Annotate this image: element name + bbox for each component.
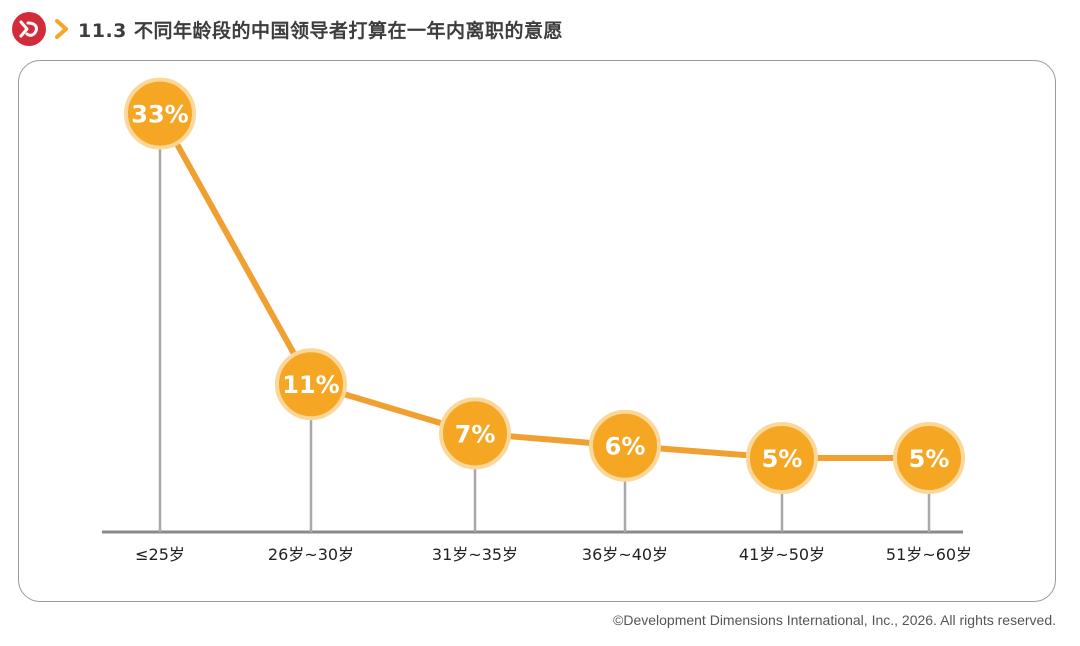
brand-logo-icon — [12, 12, 46, 46]
data-label-5: 5% — [909, 445, 950, 473]
data-point-5 — [893, 422, 965, 494]
data-label-1: 11% — [282, 371, 339, 399]
header: 11.3 不同年龄段的中国领导者打算在一年内离职的意愿 — [12, 10, 563, 48]
data-label-3: 6% — [605, 433, 646, 461]
x-tick-label-1: 26岁~30岁 — [268, 545, 354, 564]
x-tick-label-4: 41岁~50岁 — [739, 545, 825, 564]
data-point-1 — [275, 348, 347, 421]
data-point-2 — [439, 397, 511, 470]
data-point-3 — [589, 409, 661, 482]
x-tick-label-3: 36岁~40岁 — [582, 545, 668, 564]
data-label-0: 33% — [131, 101, 188, 129]
chart-card — [18, 60, 1056, 602]
x-tick-label-5: 51岁~60岁 — [886, 545, 972, 564]
data-label-2: 7% — [455, 420, 496, 448]
series-line — [157, 110, 932, 461]
x-tick-label-2: 31岁~35岁 — [432, 545, 518, 564]
data-point-0 — [124, 77, 196, 150]
x-tick-label-0: ≤25岁 — [135, 545, 185, 564]
page-title: 11.3 不同年龄段的中国领导者打算在一年内离职的意愿 — [78, 19, 563, 42]
chevron-right-icon — [55, 19, 68, 39]
data-label-4: 5% — [762, 445, 803, 473]
copyright-text: ©Development Dimensions International, I… — [613, 612, 1056, 628]
data-point-4 — [746, 422, 818, 494]
